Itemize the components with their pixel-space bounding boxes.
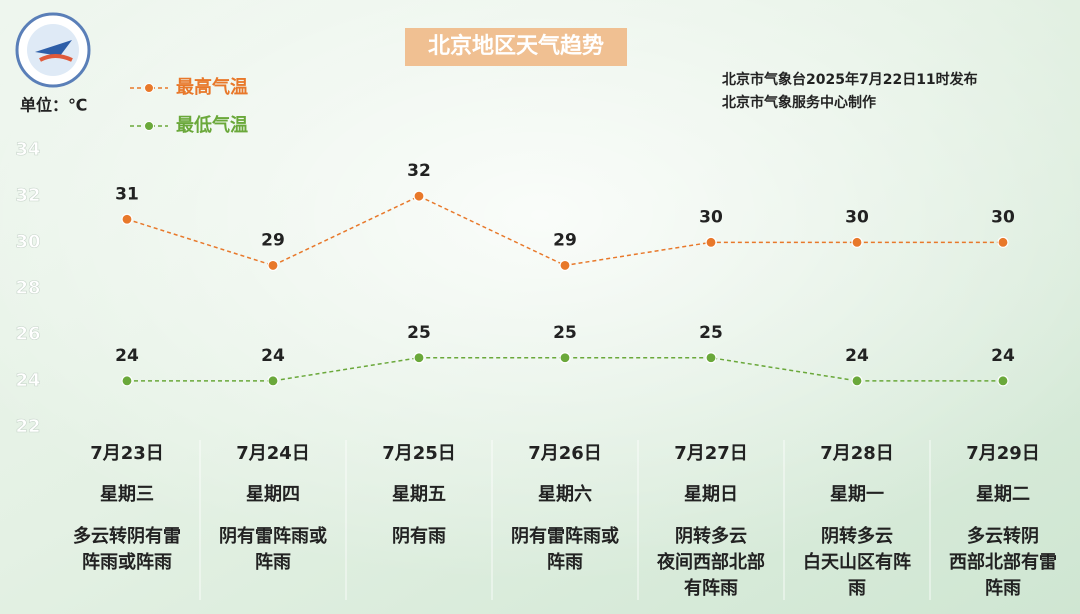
- weather-text: 阴有雨: [392, 525, 446, 547]
- data-label: 24: [261, 346, 285, 366]
- weekday-label: 星期六: [538, 483, 592, 505]
- y-tick-label: 28: [15, 278, 40, 299]
- source-line: 北京市气象台2025年7月22日11时发布: [722, 71, 978, 88]
- weather-text: 夜间西部北部: [656, 551, 765, 573]
- data-label: 30: [699, 207, 723, 227]
- weather-text: 阵雨或阵雨: [82, 551, 172, 573]
- weekday-label: 星期三: [100, 484, 154, 505]
- legend-label: 最低气温: [176, 114, 248, 136]
- data-label: 24: [115, 346, 139, 366]
- data-point: [705, 236, 717, 248]
- weekday-label: 星期日: [684, 484, 738, 505]
- data-point: [851, 375, 863, 387]
- weather-text: 白天山区有阵: [803, 551, 911, 573]
- data-label: 25: [553, 323, 577, 343]
- x-tick-label: 7月27日: [674, 443, 748, 464]
- data-label: 25: [407, 323, 431, 343]
- weekday-label: 星期二: [976, 484, 1030, 505]
- weather-text: 阵雨: [985, 577, 1021, 599]
- data-label: 31: [115, 184, 139, 204]
- legend-label: 最高气温: [176, 76, 248, 98]
- data-point: [997, 375, 1009, 387]
- title-box: [405, 28, 627, 66]
- weather-text: 有阵雨: [684, 577, 738, 599]
- data-point: [413, 190, 425, 202]
- data-label: 29: [261, 230, 285, 250]
- data-label: 29: [553, 230, 577, 250]
- y-tick-label: 26: [15, 324, 40, 345]
- weather-text: 阴有雷阵雨或: [511, 525, 619, 547]
- weather-text: 西部北部有雷: [949, 551, 1057, 573]
- weather-text: 雨: [848, 578, 866, 599]
- x-tick-label: 7月25日: [382, 443, 456, 464]
- y-tick-label: 24: [15, 370, 40, 391]
- legend-marker: [144, 121, 154, 131]
- weather-text: 阴转多云: [821, 525, 893, 547]
- weather-text: 多云转阴: [967, 525, 1039, 547]
- x-tick-label: 7月23日: [90, 443, 164, 464]
- weather-text: 多云转阴有雷: [73, 525, 181, 547]
- data-point: [851, 236, 863, 248]
- y-tick-label: 30: [15, 231, 40, 252]
- data-point: [267, 375, 279, 387]
- logo: [15, 12, 91, 88]
- weekday-label: 星期四: [246, 484, 300, 505]
- weekday-label: 星期一: [830, 484, 884, 505]
- y-tick-label: 32: [15, 185, 40, 206]
- source-line: 北京市气象服务中心制作: [722, 94, 876, 111]
- chart-title: 北京地区天气趋势: [428, 33, 604, 59]
- data-label: 24: [845, 346, 869, 366]
- weather-text: 阴转多云: [675, 525, 747, 547]
- data-label: 24: [991, 346, 1015, 366]
- data-label: 30: [991, 207, 1015, 227]
- data-label: 32: [407, 161, 431, 181]
- data-label: 25: [699, 323, 723, 343]
- data-point: [121, 375, 133, 387]
- data-point: [997, 236, 1009, 248]
- data-point: [267, 259, 279, 272]
- data-point: [413, 352, 425, 364]
- weather-text: 阴有雷阵雨或: [219, 525, 327, 547]
- data-point: [705, 352, 717, 364]
- x-tick-label: 7月28日: [820, 443, 894, 464]
- legend-marker: [144, 83, 154, 93]
- weather-text: 阵雨: [255, 551, 291, 573]
- y-tick-label: 34: [15, 139, 40, 160]
- data-point: [559, 259, 571, 272]
- weekday-label: 星期五: [392, 484, 446, 505]
- data-label: 30: [845, 207, 869, 227]
- weather-text: 阵雨: [547, 551, 583, 573]
- x-tick-label: 7月26日: [528, 443, 602, 464]
- y-tick-label: 22: [15, 416, 40, 437]
- data-point: [559, 352, 571, 364]
- data-point: [121, 213, 133, 225]
- x-tick-label: 7月24日: [236, 443, 310, 464]
- x-tick-label: 7月29日: [966, 443, 1040, 464]
- unit-label: 单位：℃: [20, 96, 87, 115]
